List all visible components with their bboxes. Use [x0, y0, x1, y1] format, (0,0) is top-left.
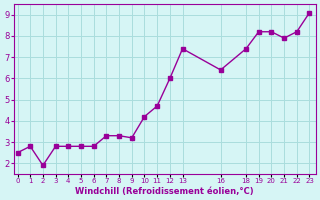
X-axis label: Windchill (Refroidissement éolien,°C): Windchill (Refroidissement éolien,°C) — [76, 187, 254, 196]
